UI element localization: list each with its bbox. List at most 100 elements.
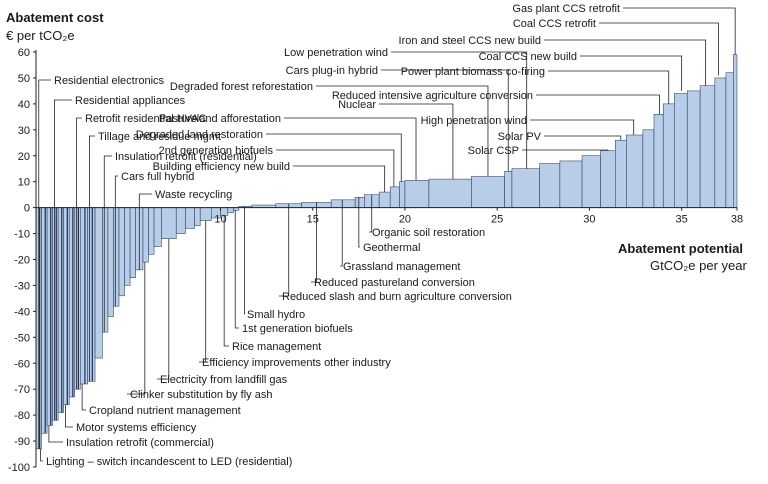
annotation-leader-27	[311, 202, 317, 283]
bar-6	[68, 207, 75, 398]
x-tick-label: 15	[307, 214, 319, 226]
annotation-leader-18	[54, 99, 72, 421]
annotation-label-11: Degraded forest reforestation	[170, 81, 313, 93]
bar-4	[57, 207, 64, 413]
annotation-leader-11	[316, 85, 489, 177]
y-tick-label: 20	[18, 151, 30, 163]
annotation-label-32: Efficiency improvements other industry	[202, 357, 391, 369]
bar-42	[471, 176, 505, 208]
bar-21	[161, 207, 177, 239]
annotation-label-20: Tillage and residue mgmt	[98, 131, 221, 143]
annotation-label-21: Insulation retrofit (residential)	[115, 151, 257, 163]
annotation-label-1: Coal CCS retrofit	[513, 18, 596, 30]
annotation-label-34: Clinker substitution by fly ash	[130, 389, 272, 401]
annotation-leader-19	[76, 117, 82, 390]
bar-14	[118, 207, 125, 297]
x-tick-label: 10	[214, 214, 226, 226]
y-tick-label: -30	[14, 280, 30, 292]
bar-9	[87, 207, 96, 382]
annotation-leader-38	[40, 448, 43, 462]
annotation-label-38: Lighting – switch incandescent to LED (r…	[46, 456, 292, 468]
annotation-leader-8	[522, 149, 609, 151]
bar-39	[399, 181, 406, 208]
bar-3	[52, 207, 59, 421]
bar-5	[63, 207, 70, 405]
annotation-label-23: Waste recycling	[155, 189, 232, 201]
bar-24	[194, 207, 201, 227]
annotation-leader-23	[138, 193, 152, 270]
annotation-label-14: Degraded land restoration	[136, 129, 263, 141]
annotation-leader-37	[48, 425, 63, 443]
annotation-label-3: Coal CCS new build	[479, 51, 577, 63]
y-tick-label: -100	[8, 462, 30, 474]
annotation-label-29: Small hydro	[247, 309, 305, 321]
bar-8	[80, 207, 88, 385]
annotation-label-0: Gas plant CCS retrofit	[512, 3, 620, 15]
bar-55	[686, 90, 701, 208]
bar-shade-3	[55, 207, 57, 421]
annotation-leader-7	[544, 135, 622, 141]
bar-shade-8	[84, 207, 86, 384]
bar-shade-4	[61, 207, 63, 413]
annotation-label-25: Geothermal	[363, 242, 420, 254]
bar-58	[725, 72, 734, 208]
annotation-label-13: Pastureland afforestation	[159, 113, 281, 125]
annotation-leader-1	[599, 22, 719, 76]
annotation-leader-3	[580, 55, 683, 91]
bar-35	[354, 197, 365, 208]
bar-20	[153, 207, 162, 247]
annotation-label-19: Retrofit residential HVAC	[85, 113, 207, 125]
bar-19	[148, 207, 155, 255]
annotation-label-36: Motor systems efficiency	[76, 422, 197, 434]
annotation-label-26: Grassland management	[343, 261, 460, 273]
y-tick-label: -40	[14, 306, 30, 318]
y-tick-label: -60	[14, 358, 30, 370]
annotation-leader-13	[284, 117, 417, 181]
bar-18	[142, 207, 149, 263]
annotation-leader-9	[391, 51, 528, 169]
y-tick-label: -50	[14, 332, 30, 344]
annotation-leader-36	[65, 404, 73, 428]
bar-11	[102, 207, 109, 333]
annotation-leader-30	[234, 210, 239, 329]
bar-56	[699, 85, 716, 208]
x-axis-title: Abatement potential	[618, 241, 743, 256]
bar-49	[614, 139, 627, 208]
x-tick-label: 25	[491, 214, 503, 226]
bar-2	[46, 207, 53, 426]
bar-22	[175, 207, 186, 234]
annotation-leader-25	[358, 197, 360, 248]
bar-shade-7	[77, 207, 79, 390]
annotation-label-28: Reduced slash and burn agriculture conve…	[282, 291, 512, 303]
annotation-leader-20	[89, 135, 95, 382]
y-tick-label: -10	[14, 229, 30, 241]
annotation-label-27: Reduced pastureland conversion	[314, 277, 475, 289]
bar-shade-1	[44, 207, 46, 434]
annotation-label-37: Insulation retrofit (commercial)	[66, 437, 214, 449]
annotation-leader-34	[127, 262, 146, 395]
bar-shade-0	[39, 207, 41, 449]
bar-40	[404, 180, 430, 208]
bar-28	[227, 207, 234, 214]
bar-7	[74, 207, 81, 390]
x-tick-label: 38	[731, 214, 743, 226]
bar-16	[129, 207, 136, 278]
bar-shade-6	[72, 207, 74, 397]
annotation-label-8: Solar CSP	[468, 145, 519, 157]
bar-51	[642, 129, 655, 208]
bar-54	[674, 93, 688, 208]
x-tick-label: 35	[676, 214, 688, 226]
annotation-leader-33	[157, 238, 170, 380]
annotation-leader-32	[199, 220, 207, 363]
y-axis-title: Abatement cost	[6, 10, 104, 25]
x-tick-label: 30	[583, 214, 595, 226]
bar-10	[94, 207, 103, 359]
bar-48	[600, 150, 616, 208]
bar-25	[199, 207, 212, 221]
bar-15	[124, 207, 131, 286]
annotation-label-7: Solar PV	[498, 131, 542, 143]
annotation-leader-10	[381, 69, 509, 172]
annotation-label-16: Building efficiency new build	[153, 161, 290, 173]
y-tick-label: -80	[14, 410, 30, 422]
